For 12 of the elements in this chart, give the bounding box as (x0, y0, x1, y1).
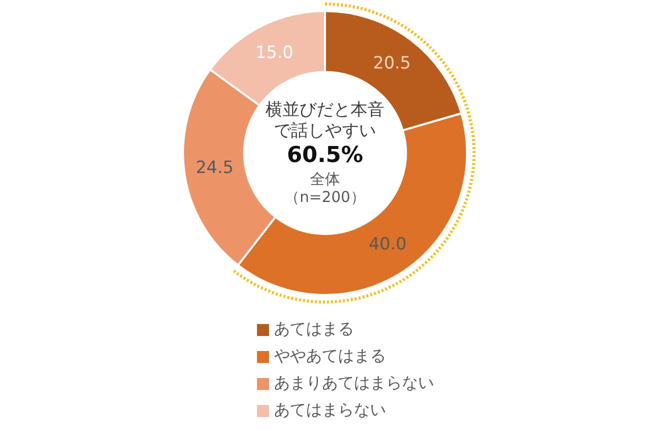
text: 横並びだと本音で話しやすい (264, 100, 386, 142)
legend-label: あてはまらない (274, 400, 386, 421)
legend-label: あてはまる (274, 319, 354, 340)
text: （n=200） (284, 188, 366, 206)
legend-label: あまりあてはまらない (274, 373, 434, 394)
data-label: 24.5 (196, 158, 234, 178)
data-label: 20.5 (373, 53, 411, 74)
legend-label: ややあてはまる (274, 346, 386, 367)
data-label: 40.0 (368, 234, 407, 255)
text: 全体 (309, 170, 341, 188)
text: 60.5% (286, 142, 364, 170)
data-label: 15.0 (255, 43, 294, 64)
